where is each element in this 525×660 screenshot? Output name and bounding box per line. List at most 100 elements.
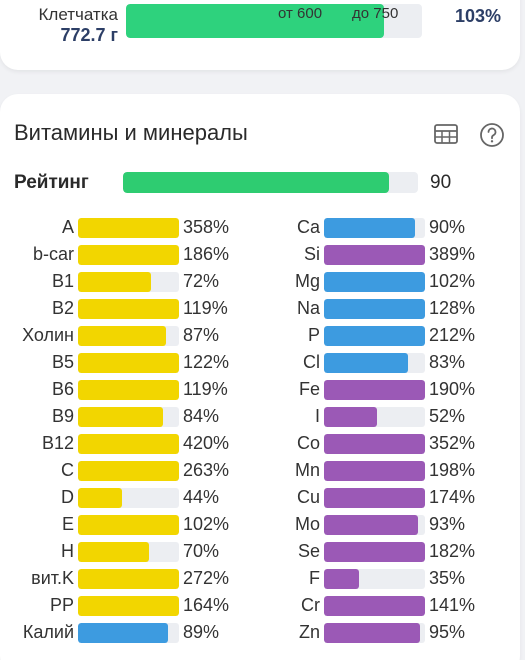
nutrient-percent: 72%: [183, 271, 220, 291]
nutrient-progress-fill: [78, 461, 179, 481]
nutrient-progress-bar: [324, 353, 425, 373]
nutrient-progress-bar: [78, 299, 179, 319]
nutrient-progress-fill: [324, 542, 425, 562]
rating-value: 90: [430, 172, 452, 193]
nutrient-progress-fill: [78, 569, 179, 589]
nutrient-progress-fill: [78, 407, 163, 427]
nutrient-progress-fill: [78, 488, 123, 508]
nutrient-progress-bar: [78, 488, 179, 508]
nutrient-progress-fill: [324, 245, 425, 265]
nutrient-percent: 263%: [183, 460, 230, 480]
nutrient-progress-fill: [324, 461, 425, 481]
card-title: Витамины и минералы: [14, 120, 248, 145]
nutrient-percent: 190%: [429, 379, 476, 399]
nutrient-progress-fill: [78, 380, 179, 400]
table-icon[interactable]: [432, 122, 460, 146]
nutrient-percent: 389%: [429, 244, 476, 264]
nutrient-progress-fill: [78, 353, 179, 373]
nutrient-progress-fill: [324, 380, 425, 400]
nutrient-label: Cu: [296, 487, 320, 507]
nutrient-progress-bar: [324, 299, 425, 319]
nutrient-label: H: [61, 541, 74, 561]
nutrient-percent: 272%: [183, 568, 230, 588]
nutrient-label: вит.K: [31, 568, 74, 588]
nutrient-label: Ca: [296, 217, 320, 237]
nutrient-label: B2: [51, 298, 74, 318]
nutrient-label: Fe: [298, 379, 320, 399]
nutrient-progress-bar: [78, 245, 179, 265]
nutrient-percent: 87%: [183, 325, 220, 345]
nutrient-label: P: [307, 325, 320, 345]
nutrient-progress-bar: [78, 542, 179, 562]
nutrient-percent: 358%: [183, 217, 230, 237]
nutrient-percent: 182%: [429, 541, 476, 561]
nutrient-progress-fill: [324, 623, 420, 643]
nutrient-progress-fill: [78, 245, 179, 265]
fiber-progress-fill: [126, 4, 384, 38]
nutrient-percent: 174%: [429, 487, 476, 507]
nutrient-progress-bar: [324, 407, 425, 427]
nutrient-label: b-car: [32, 244, 74, 264]
nutrient-progress-bar: [324, 623, 425, 643]
nutrient-percent: 83%: [429, 352, 466, 372]
nutrient-percent: 44%: [183, 487, 220, 507]
nutrient-label: C: [61, 460, 74, 480]
nutrient-progress-fill: [324, 272, 425, 292]
nutrient-percent: 198%: [429, 460, 476, 480]
nutrient-progress-fill: [324, 407, 377, 427]
nutrient-label: B12: [41, 433, 74, 453]
fiber-card: Клетчатка 772.7 г от 600 до 750 103%: [0, 0, 520, 70]
nutrient-progress-bar: [78, 380, 179, 400]
nutrient-label: Na: [296, 298, 320, 318]
nutrient-percent: 119%: [183, 379, 228, 399]
nutrient-percent: 122%: [183, 352, 230, 372]
rating-progress-fill: [123, 172, 389, 193]
nutrient-label: A: [61, 217, 74, 237]
nutrient-progress-fill: [324, 353, 408, 373]
nutrient-progress-fill: [324, 569, 360, 589]
nutrient-percent: 164%: [183, 595, 230, 615]
nutrient-label: B9: [51, 406, 74, 426]
nutrient-percent: 90%: [429, 217, 466, 237]
nutrient-percent: 95%: [429, 622, 466, 642]
nutrient-progress-fill: [78, 299, 179, 319]
nutrient-label: Калий: [22, 622, 74, 642]
nutrient-percent: 102%: [429, 271, 476, 291]
fiber-label: Клетчатка: [38, 5, 119, 24]
rating-label: Рейтинг: [14, 172, 89, 193]
nutrient-percent: 84%: [183, 406, 220, 426]
nutrient-progress-bar: [324, 488, 425, 508]
nutrient-progress-bar: [324, 461, 425, 481]
nutrient-progress-fill: [78, 326, 166, 346]
nutrient-progress-bar: [324, 569, 425, 589]
nutrient-label: PP: [49, 595, 74, 615]
nutrient-label: Co: [296, 433, 320, 453]
nutrient-progress-bar: [78, 623, 179, 643]
nutrient-progress-bar: [78, 434, 179, 454]
nutrient-progress-fill: [78, 434, 179, 454]
nutrient-progress-fill: [78, 515, 179, 535]
nutrient-label: Cl: [303, 352, 320, 372]
nutrient-label: Cr: [301, 595, 320, 615]
nutrient-percent: 102%: [183, 514, 230, 534]
help-icon[interactable]: [478, 121, 506, 149]
nutrient-percent: 352%: [429, 433, 476, 453]
nutrient-label: Zn: [298, 622, 320, 642]
nutrient-label: F: [309, 568, 320, 588]
nutrient-progress-bar: [324, 326, 425, 346]
fiber-max-label: до 750: [352, 5, 399, 22]
nutrient-progress-fill: [324, 218, 415, 238]
nutrient-label: Mn: [294, 460, 320, 480]
nutrient-label: I: [314, 406, 320, 426]
nutrient-progress-fill: [78, 596, 179, 616]
nutrient-progress-fill: [78, 272, 151, 292]
nutrient-percent: 52%: [429, 406, 466, 426]
nutrient-progress-bar: [324, 272, 425, 292]
nutrient-progress-fill: [324, 515, 418, 535]
nutrient-progress-bar: [78, 569, 179, 589]
nutrient-progress-bar: [78, 218, 179, 238]
fiber-progress-bar: [126, 4, 422, 38]
nutrient-label: E: [61, 514, 74, 534]
nutrient-percent: 70%: [183, 541, 220, 561]
fiber-value: 772.7 г: [60, 25, 118, 45]
